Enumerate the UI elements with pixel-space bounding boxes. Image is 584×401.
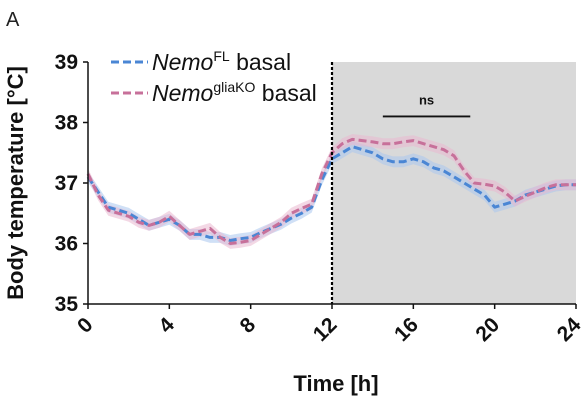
legend-entry-nemo-gliako: NemogliaKO basal xyxy=(111,79,317,106)
legend-sup-nemo-gliako: gliaKO xyxy=(213,79,255,95)
legend-suffix-nemo-gliako: basal xyxy=(255,80,316,106)
legend-sup-nemo-fl: FL xyxy=(213,48,230,64)
x-tick-label: 8 xyxy=(236,313,261,338)
x-tick-label: 16 xyxy=(390,313,423,346)
x-tick-label: 20 xyxy=(471,313,504,346)
legend-label-nemo-gliako: NemogliaKO basal xyxy=(152,79,317,106)
y-tick-label: 36 xyxy=(55,233,78,256)
x-axis-ticks: 0 4 8 12 16 20 24 xyxy=(73,304,584,346)
legend-name-nemo-fl: Nemo xyxy=(152,49,214,75)
error-band-nemo-gliako xyxy=(88,134,576,249)
panel-letter: A xyxy=(6,9,20,31)
y-axis-ticks: 35 36 37 38 39 xyxy=(55,51,88,316)
legend-label-nemo-fl: NemoFL basal xyxy=(152,48,291,75)
series-line-nemo-fl xyxy=(86,145,576,242)
y-tick-label: 35 xyxy=(55,293,79,316)
y-tick-label: 37 xyxy=(55,172,78,195)
legend-suffix-nemo-fl: basal xyxy=(230,49,291,75)
dark-phase-shading xyxy=(332,62,576,304)
x-tick-label: 4 xyxy=(154,313,179,338)
legend-name-nemo-gliako: Nemo xyxy=(152,80,214,106)
y-tick-label: 38 xyxy=(55,112,79,135)
x-tick-label: 24 xyxy=(553,313,584,346)
x-axis-title: Time [h] xyxy=(293,371,378,396)
y-tick-label: 39 xyxy=(55,51,78,74)
y-axis-title: Body temperature [°C] xyxy=(3,66,28,300)
x-tick-label: 0 xyxy=(73,313,98,338)
legend: NemoFL basal NemogliaKO basal xyxy=(111,48,317,106)
x-tick-label: 12 xyxy=(309,313,342,346)
legend-entry-nemo-fl: NemoFL basal xyxy=(111,48,291,75)
significance-label: ns xyxy=(419,92,434,107)
